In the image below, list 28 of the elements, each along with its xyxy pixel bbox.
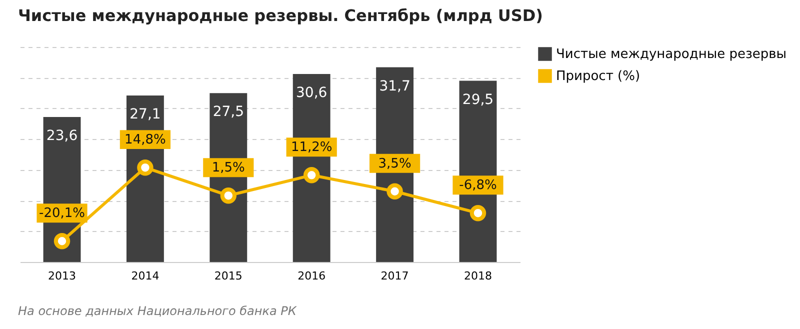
point — [386, 183, 403, 200]
data-label: 29,5 — [462, 92, 494, 108]
data-label: -6,8% — [459, 178, 497, 194]
data-label: 31,7 — [379, 78, 410, 94]
point — [54, 233, 70, 250]
x-tick-label: 2014 — [131, 270, 160, 282]
data-label: 3,5% — [378, 156, 412, 172]
data-label: 27,1 — [130, 106, 161, 123]
chart-title: Чистые международные резервы. Сентябрь (млрд USD) — [18, 6, 543, 25]
text: На основе данных Национального банка РК — [18, 304, 296, 318]
legend-label: Прирост (%) — [556, 69, 640, 84]
data-label: 11,2% — [290, 140, 332, 156]
x-tick-label: 2013 — [48, 270, 76, 282]
legend-label: Чистые международные резервы — [556, 47, 787, 62]
data-label: 27,5 — [212, 104, 244, 120]
x-tick-label: 2016 — [298, 270, 326, 282]
x-tick-label: 2017 — [380, 270, 409, 282]
point — [137, 159, 154, 176]
point — [220, 187, 237, 204]
data-label: 30,6 — [296, 85, 328, 102]
x-tick-label: 2015 — [214, 270, 242, 282]
data-label: 1,5% — [212, 160, 245, 176]
x-tick-label: 2018 — [464, 270, 492, 282]
point — [470, 204, 486, 222]
data-label: -20,1% — [39, 206, 86, 222]
data-label: 23,6 — [46, 128, 78, 144]
data-label: 14,8% — [124, 132, 166, 148]
point — [303, 167, 320, 184]
